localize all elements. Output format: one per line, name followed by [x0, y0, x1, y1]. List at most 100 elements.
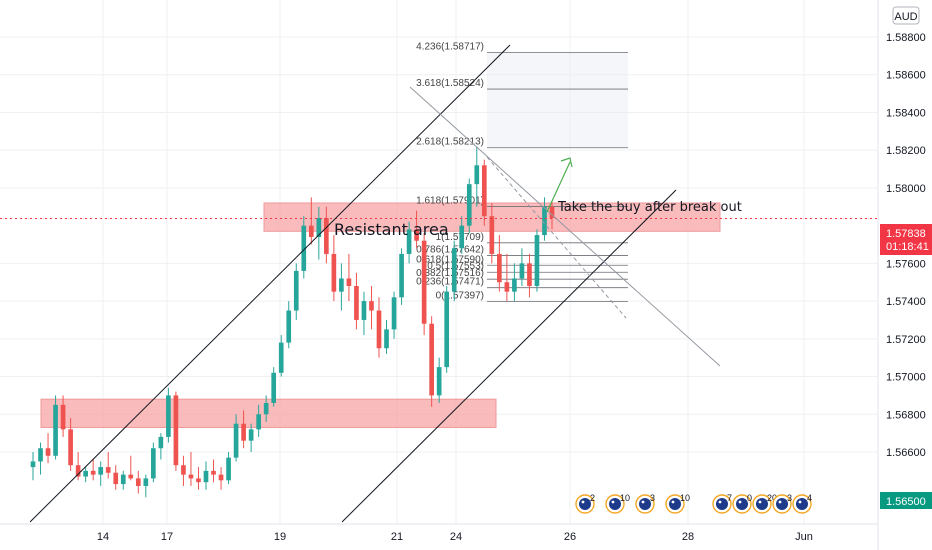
price-tick-label: 1.57000 [886, 372, 926, 384]
candle-body [504, 282, 510, 292]
candle-body [188, 474, 194, 479]
candle-body [308, 225, 314, 237]
candle-body [158, 436, 164, 449]
flag-icon-fill [609, 498, 621, 510]
candle-body [203, 470, 209, 483]
flag-icon-star [641, 500, 645, 504]
current-price-value: 1.57838 [886, 228, 926, 240]
time-tick-label: 17 [161, 531, 173, 543]
flag-icon-fill [776, 498, 788, 510]
price-tick-label: 1.58800 [886, 32, 926, 44]
candle-body [451, 248, 457, 292]
channel-lower-line [341, 189, 677, 523]
candle-body [399, 253, 404, 298]
buy-arrow-head [560, 157, 573, 168]
event-count-label: 7 [727, 493, 732, 503]
time-tick-label: 21 [391, 531, 403, 543]
candle-body [256, 414, 261, 430]
candle-body [519, 263, 525, 279]
event-count-label: 0 [747, 493, 752, 503]
candle-body [301, 225, 307, 271]
time-tick-label: 19 [274, 531, 286, 543]
candle-body [376, 310, 382, 349]
secondary-price-badge: 1.56500 [880, 492, 932, 509]
channel-upper-line [29, 44, 511, 523]
event-count-label: 20 [767, 493, 777, 503]
currency-label: AUD [894, 11, 917, 23]
flag-icon-star [611, 500, 615, 504]
candle-body [135, 478, 141, 486]
candle-body [444, 291, 450, 368]
events-layer[interactable]: 2 10 3 10 7 0 20 3 4 [575, 493, 812, 514]
fib-level-label: 0(1.57397) [436, 291, 484, 302]
price-tick-label: 1.57200 [886, 334, 926, 346]
flag-icon-star [758, 500, 762, 504]
candle-body [60, 404, 66, 430]
fib-level-label: 1.618(1.57901) [416, 196, 484, 207]
candle-body [226, 457, 231, 481]
countdown-value: 01:18:41 [886, 241, 929, 253]
candle-body [354, 286, 359, 320]
price-tick-label: 1.57600 [886, 258, 926, 270]
fib-level-label: 0.236(1.57471) [416, 277, 484, 288]
candle-body [534, 235, 540, 286]
candle-body [512, 278, 517, 292]
current-price-badge: 1.57838 01:18:41 [880, 224, 932, 255]
event-count-label: 3 [650, 493, 655, 503]
time-tick-label: 14 [97, 531, 109, 543]
time-axis[interactable]: 14 17 19 21 24 26 28 Jun [97, 531, 813, 543]
price-tick-label: 1.58000 [886, 183, 926, 195]
candle-body [406, 229, 412, 254]
candle-body [68, 429, 73, 466]
buy-arrow [546, 161, 571, 213]
candle-body [286, 310, 292, 343]
fib-level-label: 0.618(1.57590) [416, 254, 484, 265]
price-tick-label: 1.56600 [886, 447, 926, 459]
event-count-label: 3 [787, 493, 792, 503]
candle-body [481, 165, 487, 217]
candle-body [324, 218, 329, 254]
candle-body [339, 278, 344, 292]
candle-body [369, 301, 374, 311]
candle-body [90, 470, 96, 475]
fibonacci-tool[interactable]: 4.236(1.58717) 3.618(1.58524) 2.618(1.5821… [416, 42, 628, 303]
candle-body [429, 323, 434, 396]
price-tick-label: 1.58600 [886, 70, 926, 82]
candle-body [143, 478, 149, 486]
candle-body [549, 206, 555, 219]
candle-body [459, 225, 465, 249]
price-axis[interactable]: 1.58800 1.58600 1.58400 1.58200 1.58000 1.576… [886, 32, 926, 459]
candle-body [173, 395, 179, 466]
flag-icon-star [718, 500, 722, 504]
currency-button[interactable] [892, 6, 920, 25]
time-tick-label: Jun [795, 531, 813, 543]
candle-body [489, 216, 495, 254]
flag-icon-fill [579, 498, 591, 510]
candle-body [474, 165, 480, 185]
buy-note-label: Take the buy after break out [557, 200, 742, 215]
resistant-area-label: Resistant area [334, 220, 449, 239]
candle-body [263, 402, 269, 415]
time-tick-label: 28 [682, 531, 694, 543]
flag-icon-fill [736, 498, 748, 510]
candle-body [527, 263, 532, 286]
candle-body [166, 395, 171, 437]
event-count-label: 2 [590, 493, 595, 503]
candle-body [105, 467, 111, 473]
flag-icon-fill [639, 498, 651, 510]
candle-body [436, 367, 442, 396]
candle-body [391, 297, 397, 330]
fib-shade [487, 52, 628, 148]
flag-icon-star [581, 500, 585, 504]
downtrend-line [409, 86, 721, 367]
fib-level-label: 4.236(1.58717) [416, 42, 484, 53]
flag-icon-star [778, 500, 782, 504]
drawings-layer[interactable] [0, 44, 878, 523]
flag-icon-fill [669, 498, 681, 510]
flag-icon-star [671, 500, 675, 504]
candle-body [38, 448, 43, 462]
fib-level-label: 0.786(1.57642) [416, 244, 484, 255]
candle-body [98, 467, 104, 475]
flag-icon-fill [716, 498, 728, 510]
